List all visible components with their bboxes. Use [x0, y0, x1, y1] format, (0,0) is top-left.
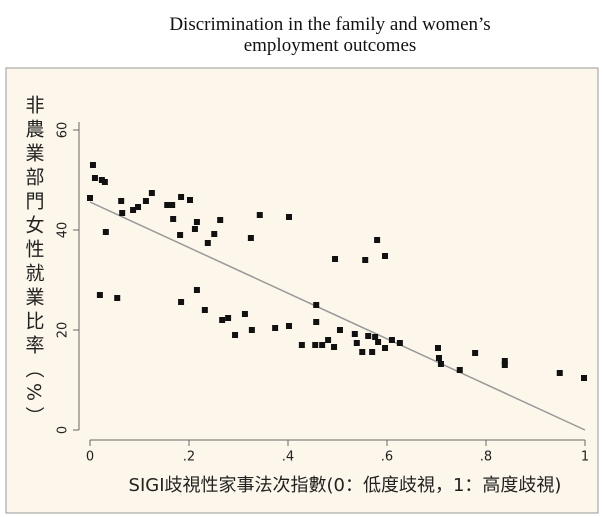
point — [178, 299, 185, 305]
point — [164, 202, 171, 208]
point — [96, 292, 103, 298]
x-tick-label: .6 — [381, 450, 393, 465]
point — [382, 253, 389, 259]
point — [130, 207, 137, 213]
y-tick-label: 40 — [56, 222, 71, 239]
chart-title: Discrimination in the family and women’s… — [169, 14, 491, 56]
point — [114, 295, 121, 301]
point — [298, 342, 305, 348]
x-tick-label: .4 — [282, 450, 294, 465]
point — [191, 226, 198, 232]
x-tick-label: .8 — [480, 450, 492, 465]
point — [193, 287, 200, 293]
point — [351, 331, 358, 337]
point — [325, 337, 332, 343]
point — [177, 232, 184, 238]
point — [353, 340, 360, 346]
point — [437, 361, 444, 367]
point — [365, 333, 372, 339]
point — [501, 362, 508, 368]
point — [178, 194, 185, 200]
point — [372, 334, 379, 340]
y-tick-label: 20 — [56, 322, 71, 339]
point — [169, 202, 176, 208]
point — [396, 340, 403, 346]
point — [256, 212, 263, 218]
point — [186, 197, 193, 203]
point — [336, 327, 343, 333]
point — [272, 325, 279, 331]
point — [219, 317, 226, 323]
point — [204, 240, 211, 246]
point — [319, 342, 326, 348]
point — [374, 237, 381, 243]
point — [472, 350, 479, 356]
point — [332, 256, 339, 262]
point — [87, 195, 93, 201]
point — [285, 323, 292, 329]
x-tick-label: 0 — [86, 450, 94, 465]
x-tick-label: 1 — [581, 450, 589, 465]
point — [247, 235, 254, 241]
point — [313, 302, 320, 308]
point — [285, 214, 292, 220]
point — [142, 198, 149, 204]
point — [241, 311, 248, 317]
point — [331, 344, 338, 350]
point — [369, 349, 376, 355]
point — [91, 175, 98, 181]
point — [388, 337, 395, 343]
y-axis-label: 非農業部門女性就業比率（%） — [23, 95, 45, 430]
point — [148, 190, 155, 196]
point — [362, 257, 369, 263]
point — [211, 231, 218, 237]
point — [435, 355, 442, 361]
fit-line — [89, 201, 586, 431]
point — [225, 315, 232, 321]
point — [102, 229, 109, 235]
point — [201, 307, 208, 313]
point — [359, 349, 366, 355]
point — [456, 367, 463, 373]
point — [89, 162, 96, 168]
point — [434, 345, 441, 351]
point — [170, 216, 177, 222]
point — [217, 217, 224, 223]
point — [118, 198, 125, 204]
x-tick-label: .2 — [183, 450, 195, 465]
y-tick-label: 0 — [56, 426, 71, 434]
point — [501, 358, 508, 364]
y-tick-label: 60 — [56, 122, 71, 139]
point — [556, 370, 563, 376]
point — [382, 345, 389, 351]
point — [119, 210, 126, 216]
point — [248, 327, 255, 333]
x-axis-label: SIGI歧視性家事法次指數(0：低度歧視，1：高度歧視) — [129, 475, 562, 496]
point — [232, 332, 239, 338]
point — [312, 342, 319, 348]
point — [135, 204, 142, 210]
point — [581, 375, 588, 381]
chart-frame — [5, 67, 599, 514]
point — [101, 179, 108, 185]
point — [193, 219, 200, 225]
point — [313, 319, 320, 325]
point — [375, 339, 382, 345]
